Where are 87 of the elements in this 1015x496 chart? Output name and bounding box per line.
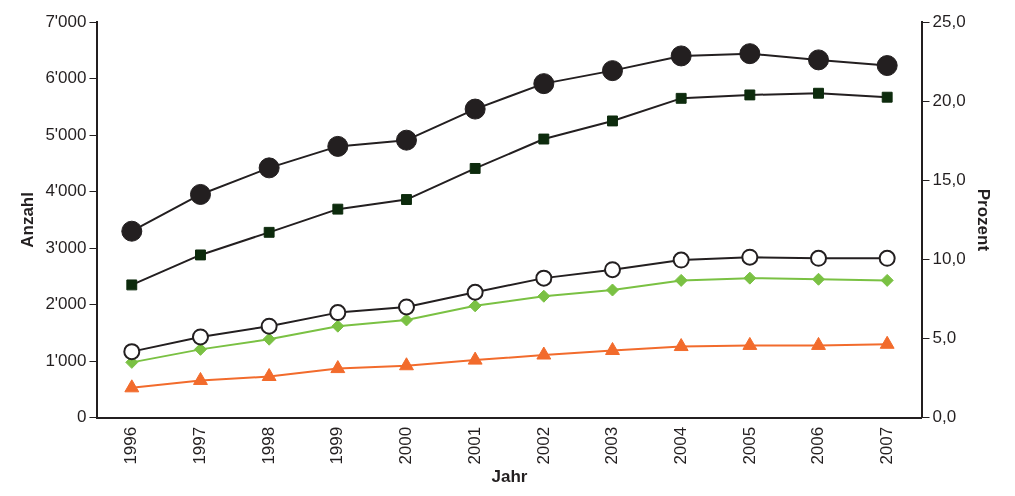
point: [602, 60, 623, 82]
y-tick-label: 6'000: [45, 68, 87, 88]
point: [191, 328, 209, 346]
point: [605, 342, 620, 355]
point: [330, 360, 346, 374]
point: [536, 346, 552, 360]
point: [263, 226, 275, 238]
point: [195, 249, 206, 261]
y-tick-label: 4'000: [45, 181, 87, 201]
y2-axis-title: Prozent: [974, 188, 994, 252]
point: [467, 351, 483, 365]
y-tick-label: 7'000: [45, 11, 87, 31]
point: [742, 336, 758, 350]
y-axis-title: Anzahl: [17, 192, 37, 248]
point: [674, 273, 688, 287]
x-tick-label: 2002: [533, 426, 553, 465]
point: [395, 129, 417, 151]
y2-tick-label: 0,0: [932, 407, 957, 427]
point: [741, 248, 759, 266]
point: [124, 379, 140, 393]
point: [744, 89, 756, 101]
point: [121, 220, 143, 242]
y-tick-label: 0: [77, 407, 87, 427]
x-tick-label: 2001: [464, 426, 484, 465]
point: [675, 92, 687, 104]
x-tick-label: 1998: [258, 426, 278, 465]
point: [813, 87, 824, 99]
point: [331, 319, 345, 333]
point: [399, 357, 414, 371]
point: [533, 73, 555, 95]
point: [538, 133, 550, 145]
x-tick-label: 2004: [670, 426, 690, 465]
point: [261, 368, 277, 382]
y2-tick-label: 10,0: [932, 249, 966, 269]
point: [535, 269, 553, 287]
point: [332, 203, 344, 215]
point: [880, 273, 894, 287]
point: [537, 289, 551, 303]
x-tick-label: 2005: [739, 426, 759, 465]
x-tick-label: 2007: [876, 426, 896, 465]
y-tick-label: 1'000: [45, 350, 87, 370]
point: [468, 299, 482, 313]
point: [466, 283, 484, 301]
point: [876, 55, 898, 77]
point: [262, 332, 276, 346]
point: [401, 194, 412, 205]
point: [607, 115, 618, 127]
point: [123, 343, 141, 361]
point: [739, 43, 761, 65]
x-axis-title: Jahr: [491, 467, 528, 487]
x-tick-label: 2000: [396, 426, 416, 465]
point: [193, 371, 208, 385]
y-tick-label: 2'000: [45, 294, 87, 314]
point: [469, 162, 481, 174]
y2-tick-label: 5,0: [932, 328, 957, 348]
x-tick-label: 2003: [602, 426, 622, 465]
point: [812, 272, 826, 286]
point: [397, 298, 415, 316]
y2-tick-label: 25,0: [932, 11, 966, 31]
y-tick-label: 5'000: [45, 124, 87, 144]
y2-tick-label: 15,0: [932, 170, 966, 189]
point: [808, 49, 830, 71]
point: [126, 279, 138, 291]
y2-tick-label: 20,0: [932, 90, 966, 110]
point: [606, 283, 619, 297]
point: [743, 271, 757, 285]
point: [464, 98, 486, 120]
point: [260, 317, 278, 335]
point: [811, 336, 826, 350]
point: [673, 338, 689, 352]
point: [881, 91, 893, 103]
point: [189, 183, 211, 205]
point: [878, 249, 896, 267]
point: [672, 251, 690, 269]
point: [879, 335, 895, 349]
x-tick-label: 2006: [808, 426, 828, 465]
x-tick-label: 1997: [190, 426, 210, 465]
x-tick-label: 1996: [121, 426, 141, 465]
point: [810, 249, 828, 267]
point: [329, 304, 347, 322]
point: [399, 313, 413, 327]
point: [604, 261, 621, 279]
point: [670, 45, 692, 67]
point: [327, 135, 349, 157]
y-tick-label: 3'000: [45, 237, 87, 257]
point: [258, 157, 280, 179]
x-tick-label: 1999: [327, 426, 347, 465]
